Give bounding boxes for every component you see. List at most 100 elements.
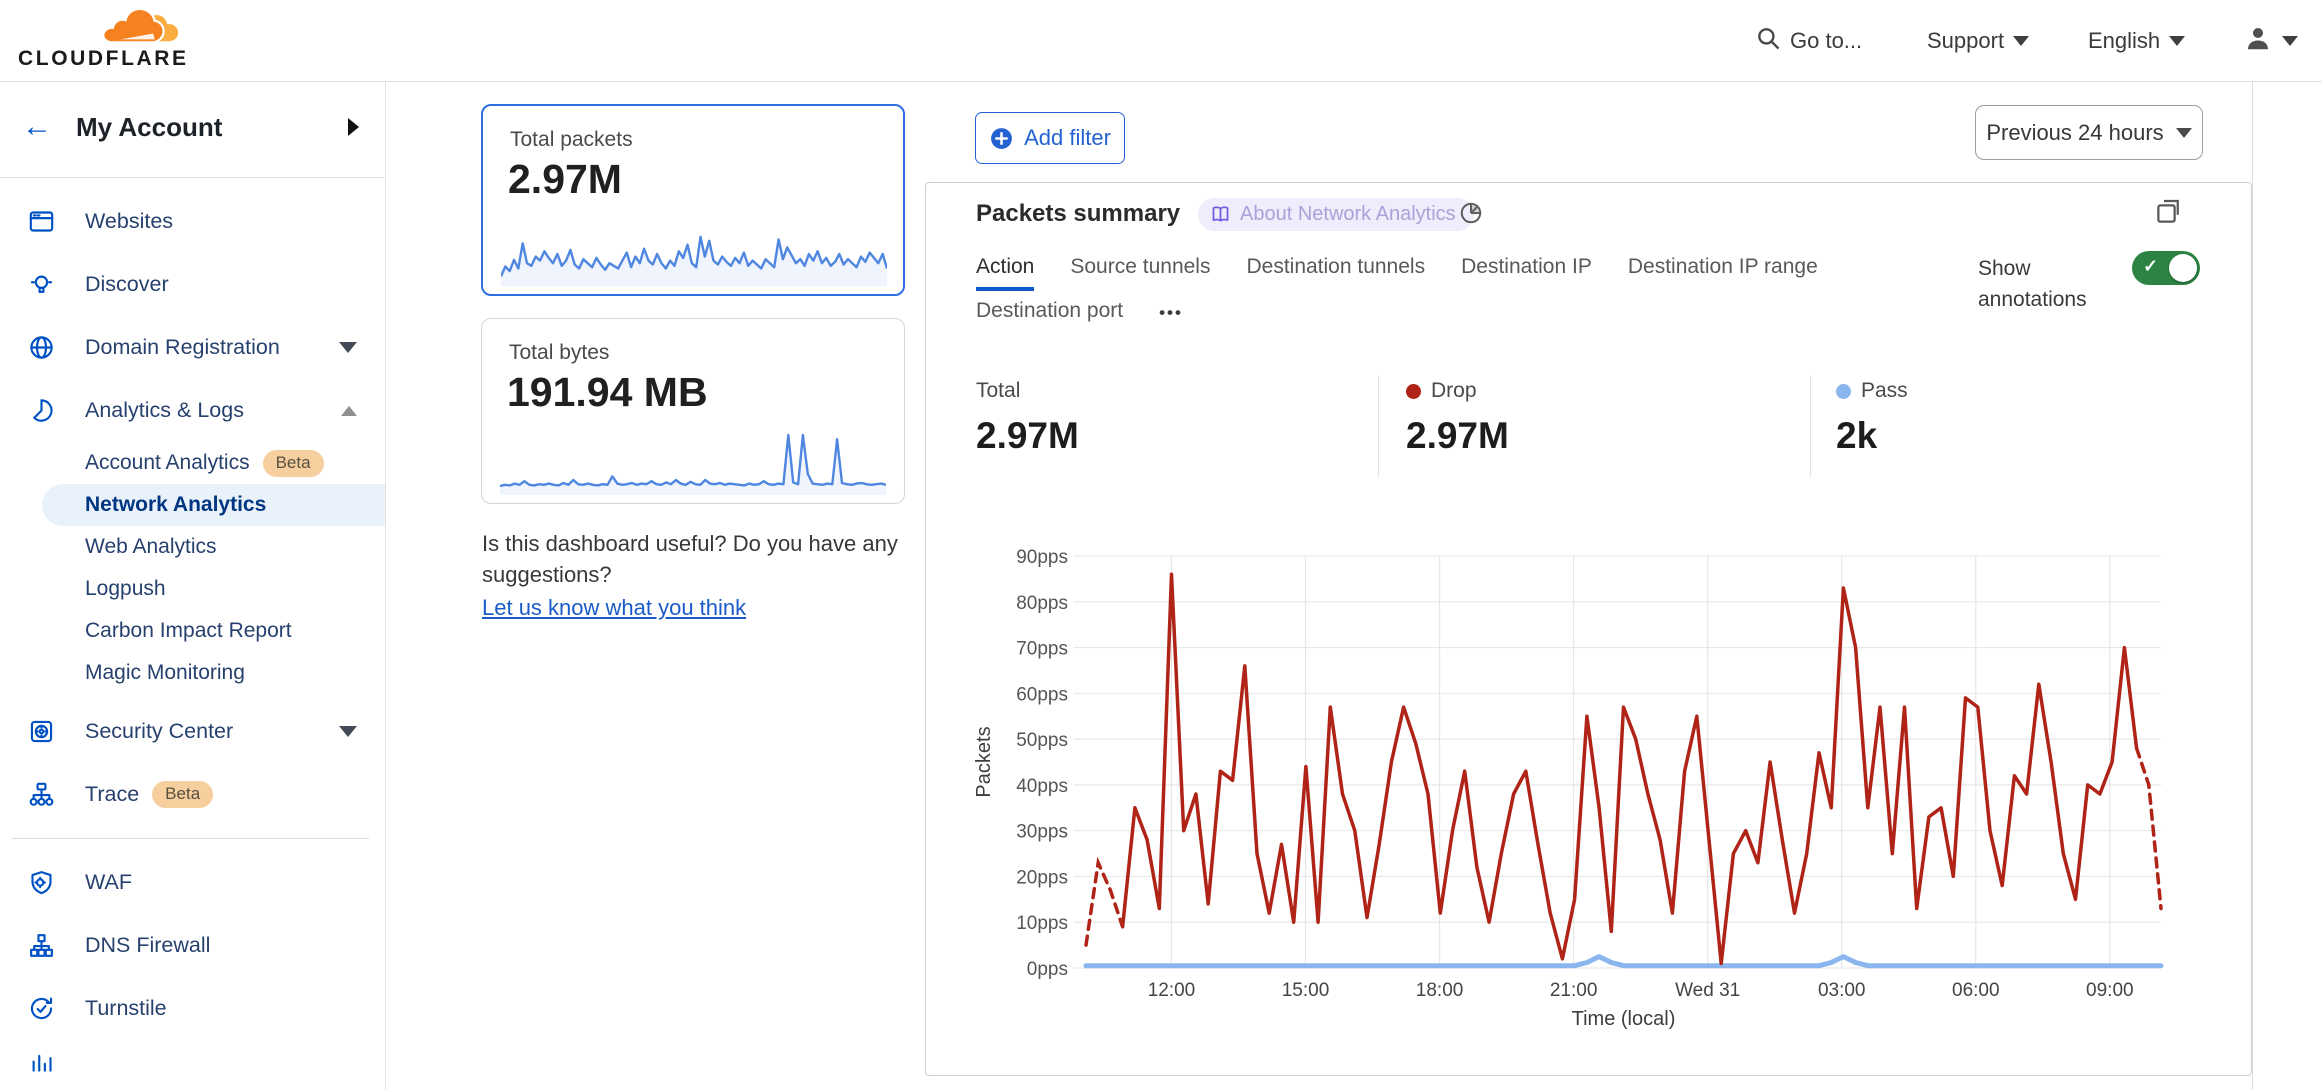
sidebar-item-security-center[interactable]: Security Center <box>0 700 385 763</box>
stat-label-row: Total <box>976 379 1079 403</box>
feedback-link[interactable]: Let us know what you think <box>482 595 747 620</box>
back-arrow-icon[interactable]: ← <box>22 110 52 143</box>
svg-text:18:00: 18:00 <box>1416 980 1464 1001</box>
legend-dot-pass <box>1836 383 1851 399</box>
feedback-question: Is this dashboard useful? Do you have an… <box>482 531 898 587</box>
sidebar-item-web-analytics[interactable]: Web Analytics <box>0 526 385 568</box>
expand-panel-icon[interactable] <box>2154 196 2184 226</box>
book-icon <box>1210 204 1231 225</box>
safe-icon <box>28 718 55 745</box>
sidebar: ← My Account Websites Discover Domain Regi… <box>0 82 386 1090</box>
sidebar-subitem-label: Account Analytics <box>85 451 250 474</box>
sidebar-item-magic-monitoring[interactable]: Magic Monitoring <box>0 652 385 694</box>
sidebar-item-waf[interactable]: WAF <box>0 851 385 914</box>
stat-divider <box>1810 375 1811 477</box>
tab-destination-tunnels[interactable]: Destination tunnels <box>1246 255 1426 278</box>
sidebar-item-logpush[interactable]: Logpush <box>0 568 385 610</box>
cloudflare-wordmark: CLOUDFLARE <box>18 47 189 70</box>
sidebar-item-websites[interactable]: Websites <box>0 190 385 253</box>
svg-text:Time (local): Time (local) <box>1572 1008 1676 1030</box>
svg-text:09:00: 09:00 <box>2086 980 2134 1001</box>
total-bytes-card[interactable]: Total bytes 191.94 MB <box>481 318 905 504</box>
sidebar-item-account-analytics[interactable]: Account Analytics Beta <box>0 442 385 484</box>
total-packets-sparkline <box>501 235 887 286</box>
sidebar-item-trace[interactable]: Trace Beta <box>0 763 385 826</box>
svg-text:10pps: 10pps <box>1016 913 1068 934</box>
goto-search[interactable]: Go to... <box>1755 0 1862 82</box>
search-icon <box>1755 25 1781 57</box>
tab-destination-ip[interactable]: Destination IP <box>1461 255 1592 278</box>
tab-destination-ip-range[interactable]: Destination IP range <box>1627 255 1818 278</box>
sidebar-nav: Websites Discover Domain Registration Analy… <box>0 178 385 1080</box>
total-bytes-label: Total bytes <box>509 341 610 364</box>
sidebar-subitem-label: Network Analytics <box>85 493 267 516</box>
sidebar-subitem-label: Logpush <box>85 577 166 600</box>
cloudflare-cloud-logo <box>98 5 181 52</box>
sidebar-item-network-analytics[interactable]: Network Analytics <box>42 484 385 526</box>
top-bar: CLOUDFLARE Go to... Support English <box>0 0 2322 82</box>
legend-dot-drop <box>1406 383 1421 399</box>
about-network-analytics-badge[interactable]: About Network Analytics <box>1198 198 1474 231</box>
add-filter-label: Add filter <box>1024 125 1111 150</box>
sidebar-item-analytics-logs[interactable]: Analytics & Logs <box>0 379 385 442</box>
svg-text:15:00: 15:00 <box>1282 980 1330 1001</box>
plus-circle-icon <box>989 126 1014 151</box>
svg-text:30pps: 30pps <box>1016 822 1068 843</box>
beta-badge: Beta <box>262 449 324 477</box>
total-bytes-sparkline <box>500 433 886 495</box>
content-right-divider <box>2252 82 2253 1090</box>
refresh-check-icon <box>28 995 55 1022</box>
svg-text:Wed 31: Wed 31 <box>1675 980 1740 1001</box>
support-label: Support <box>1927 28 2005 53</box>
chevron-down-icon <box>339 726 357 737</box>
tab-action[interactable]: Action <box>976 247 1035 291</box>
language-label: English <box>2088 28 2161 53</box>
sidebar-item-carbon-impact-report[interactable]: Carbon Impact Report <box>0 610 385 652</box>
account-header[interactable]: ← My Account <box>0 82 385 178</box>
svg-text:50pps: 50pps <box>1016 730 1068 751</box>
check-icon: ✓ <box>2143 256 2159 276</box>
globe-icon <box>28 334 55 361</box>
user-menu[interactable] <box>2243 0 2298 82</box>
sidebar-item-turnstile[interactable]: Turnstile <box>0 977 385 1040</box>
chevron-down-icon <box>2013 36 2030 46</box>
bar-chart-icon <box>28 1047 55 1074</box>
stat-label: Drop <box>1431 379 1477 402</box>
stat-value: 2.97M <box>976 415 1079 456</box>
sidebar-item-partial[interactable] <box>0 1040 385 1080</box>
chevron-up-icon <box>341 405 357 416</box>
chevron-down-icon <box>2282 36 2298 46</box>
pie-icon <box>28 397 55 424</box>
stat-value: 2k <box>1836 415 1878 456</box>
panel-title: Packets summary <box>976 200 1181 227</box>
show-annotations-toggle[interactable]: ✓ <box>2132 251 2200 285</box>
sidebar-item-label: Trace <box>85 782 140 806</box>
tab-source-tunnels[interactable]: Source tunnels <box>1070 255 1211 278</box>
tab-destination-port[interactable]: Destination port <box>976 299 1124 322</box>
stat-value: 2.97M <box>1406 415 1509 456</box>
sidebar-item-label: Turnstile <box>85 996 167 1020</box>
data-freshness-icon[interactable] <box>1458 200 1484 226</box>
goto-label: Go to... <box>1790 28 1863 53</box>
account-name: My Account <box>76 112 223 142</box>
svg-text:40pps: 40pps <box>1016 776 1068 797</box>
trace-icon <box>28 781 55 808</box>
time-range-button[interactable]: Previous 24 hours <box>1975 105 2203 160</box>
support-menu[interactable]: Support <box>1927 0 2030 82</box>
total-packets-label: Total packets <box>510 128 633 151</box>
stat-pass: Pass 2k <box>1836 379 1908 457</box>
add-filter-button[interactable]: Add filter <box>975 112 1125 164</box>
sidebar-item-label: Discover <box>85 272 169 296</box>
language-menu[interactable]: English <box>2088 0 2186 82</box>
svg-text:90pps: 90pps <box>1016 547 1068 568</box>
sidebar-item-label: Websites <box>85 209 174 233</box>
sidebar-item-discover[interactable]: Discover <box>0 253 385 316</box>
svg-text:80pps: 80pps <box>1016 593 1068 614</box>
more-tabs-button[interactable]: ••• <box>1159 303 1183 322</box>
sidebar-item-domain-registration[interactable]: Domain Registration <box>0 316 385 379</box>
sidebar-item-dns-firewall[interactable]: DNS Firewall <box>0 914 385 977</box>
stat-drop: Drop 2.97M <box>1406 379 1509 457</box>
stat-label-row: Pass <box>1836 379 1908 403</box>
stat-divider <box>1378 375 1379 477</box>
total-packets-card[interactable]: Total packets 2.97M <box>481 104 905 296</box>
